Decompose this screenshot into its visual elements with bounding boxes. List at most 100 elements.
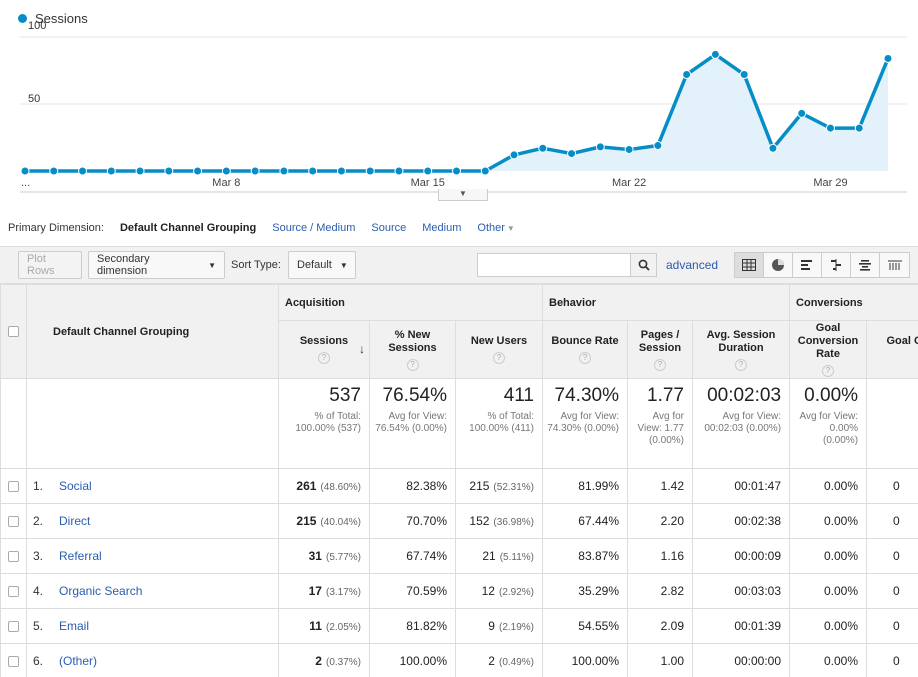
sessions-percent: (3.17%) [325,587,361,598]
dimension-default-channel-grouping[interactable]: Default Channel Grouping [119,222,257,234]
data-point [883,53,893,63]
row-checkbox[interactable] [8,655,19,667]
conversions-group-header: Conversions [789,284,918,321]
row-checkbox[interactable] [8,480,19,492]
header-sessions[interactable]: Sessions? ↓ [278,320,370,379]
channel-link[interactable]: Direct [59,514,91,528]
channel-cell: 3. Referral [26,538,279,574]
header-bounce-rate[interactable]: Bounce Rate? [542,320,628,379]
goal-conversion-rate-cell: 0.00% [789,573,868,609]
channel-link[interactable]: Organic Search [59,584,143,598]
data-point [452,166,461,176]
data-point [509,150,519,160]
x-tick-label: Mar 22 [612,177,646,189]
pie-view-icon[interactable] [764,253,793,277]
search-icon[interactable] [630,254,656,276]
help-icon[interactable]: ? [822,365,835,377]
dimension-source[interactable]: Source [371,222,407,234]
data-point [394,166,404,176]
data-point [20,166,30,176]
view-switcher [734,252,910,278]
total-subtext: Avg for View: 00:02:03 (0.00%) [704,411,782,434]
sessions-value: 215 [296,514,317,528]
advanced-filter-link[interactable]: advanced [666,258,719,272]
bounce-rate-cell: 54.55% [542,608,628,644]
secondary-dimension-dropdown[interactable]: Secondary dimension ▼ [88,251,225,279]
chevron-down-icon[interactable]: ▼ [438,189,488,201]
y-tick-label: 50 [28,93,40,105]
header-new-users[interactable]: New Users? [455,320,543,379]
new-users-percent: (0.49%) [498,657,534,668]
sessions-percent: (40.04%) [320,517,361,528]
goal-completions-cell: 0 [866,538,918,574]
data-point [710,49,720,59]
header-label: Goal Completions [886,335,918,347]
help-icon[interactable]: ? [318,352,330,364]
data-point [624,145,634,155]
search-input[interactable] [478,254,628,276]
row-checkbox[interactable] [8,620,19,632]
header-goal-completions[interactable]: Goal Completions? [866,320,918,379]
table-row: 1. Social 261 (48.60%) 82.38% 215 (52.31%) 81.9… [0,468,918,504]
row-checkbox[interactable] [8,585,19,597]
total-subtext: Avg for View: 1.77 (0.00%) [637,411,684,446]
new-sessions-cell: 82.38% [369,468,456,504]
header-pages-per-session[interactable]: Pages / Session? [627,320,693,379]
help-icon[interactable]: ? [654,358,666,371]
row-checkbox-cell [0,538,27,574]
pivot-view-icon[interactable] [880,253,909,277]
channel-link[interactable]: Email [59,619,90,633]
new-users-value: 2 [488,654,495,668]
bar-view-icon[interactable] [793,253,822,277]
secondary-dimension-label: Secondary dimension [97,253,150,277]
avg-session-duration-cell: 00:03:03 [691,573,791,609]
dimension-other[interactable]: Other ▼ [477,222,514,234]
goal-completions-cell: 0 [866,608,918,644]
row-checkbox-cell [0,643,27,677]
channel-link[interactable]: (Other) [59,654,98,668]
x-tick-label: Mar 29 [813,177,847,189]
avg-session-duration-cell: 00:00:09 [691,538,791,574]
help-icon[interactable]: ? [735,358,748,371]
data-point [49,166,59,176]
data-point [567,149,577,159]
plot-rows-button[interactable]: Plot Rows [18,251,82,279]
total-value: 00:02:03 [707,385,782,406]
report-table: Default Channel Grouping Acquisition Beh… [0,284,918,677]
new-users-percent: (52.31%) [493,482,534,493]
primary-dimension-bar: Primary Dimension: Default Channel Group… [8,222,515,234]
pages-per-session-cell: 1.16 [627,538,693,574]
channel-link[interactable]: Social [59,479,92,493]
goal-conversion-rate-cell: 0.00% [789,608,868,644]
total-cell: 0.00% Avg for View: 0.00% (0.00%) [789,378,868,469]
term-cloud-view-icon[interactable] [851,253,880,277]
new-users-cell: 21 (5.11%) [455,538,543,574]
help-icon[interactable]: ? [493,352,505,364]
channel-link[interactable]: Referral [59,549,102,563]
sort-type-dropdown[interactable]: Default ▼ [288,251,356,279]
totals-empty-cell [26,378,279,469]
sessions-cell: 261 (48.60%) [278,468,370,504]
data-point [336,166,346,176]
compare-view-icon[interactable] [822,253,851,277]
dimension-medium[interactable]: Medium [422,222,462,234]
select-all-checkbox[interactable] [8,326,19,337]
dimension-header[interactable]: Default Channel Grouping [26,284,279,379]
new-sessions-cell: 67.74% [369,538,456,574]
header-avg-session-duration[interactable]: Avg. Session Duration? [691,320,791,379]
behavior-group-header: Behavior [541,284,791,321]
help-icon[interactable]: ? [579,352,591,364]
dimension-source-medium[interactable]: Source / Medium [272,222,356,234]
total-subtext: % of Total: 100.00% (537) [295,411,361,434]
header-goal-conversion-rate[interactable]: Goal Conversion Rate? [789,320,868,379]
table-view-icon[interactable] [735,253,764,277]
total-value: 411 [503,385,534,406]
table-search [477,253,657,277]
header-new-sessions[interactable]: % New Sessions? [369,320,456,379]
row-checkbox[interactable] [8,550,19,562]
channel-cell: 2. Direct [26,503,279,539]
help-icon[interactable]: ? [406,358,419,371]
new-users-percent: (36.98%) [493,517,534,528]
total-cell: 537 % of Total: 100.00% (537) [278,378,370,469]
row-checkbox[interactable] [8,515,19,527]
